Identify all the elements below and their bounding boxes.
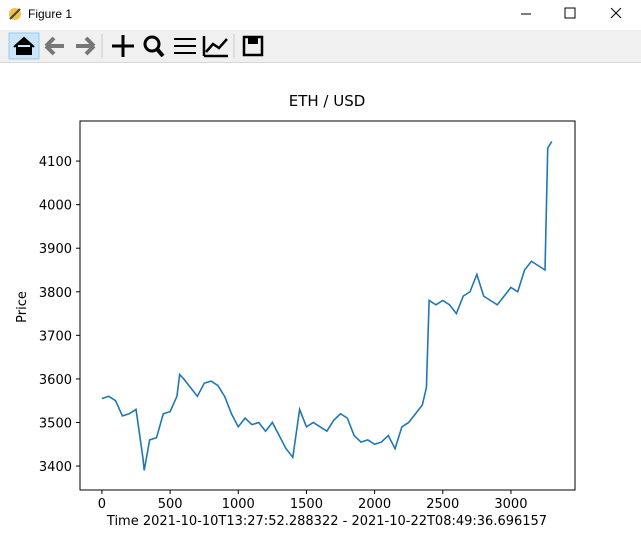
toolbar [0, 30, 641, 63]
app-icon [9, 8, 21, 20]
chart: ETH / USD Time 2021-10-10T13:27:52.28832… [15, 92, 576, 529]
x-tick-label: 0 [98, 497, 106, 512]
plot-frame [79, 120, 576, 491]
x-tick-label: 500 [158, 497, 183, 512]
title-bar: Figure 1 [0, 0, 641, 30]
chart-title: ETH / USD [289, 92, 366, 110]
window-title: Figure 1 [28, 7, 73, 21]
y-tick-label: 4000 [39, 199, 72, 214]
y-axis-label: Price [15, 291, 30, 323]
y-tick-label: 3400 [39, 460, 72, 475]
y-tick-label: 3500 [39, 416, 72, 431]
price-line [101, 141, 553, 471]
y-tick-label: 3600 [39, 373, 72, 388]
x-tick-label: 2500 [426, 497, 459, 512]
y-tick-label: 4100 [39, 155, 72, 170]
x-tick-label: 1500 [290, 497, 323, 512]
y-tick-label: 3800 [39, 286, 72, 301]
y-tick-label: 3900 [39, 242, 72, 257]
x-axis-label: Time 2021-10-10T13:27:52.288322 - 2021-1… [106, 514, 547, 529]
x-tick-label: 1000 [222, 497, 255, 512]
window-controls[interactable] [500, 0, 630, 30]
x-tick-label: 2000 [358, 497, 391, 512]
toolbar-icons[interactable] [0, 30, 280, 62]
y-tick-label: 3700 [39, 329, 72, 344]
x-tick-label: 3000 [494, 497, 527, 512]
